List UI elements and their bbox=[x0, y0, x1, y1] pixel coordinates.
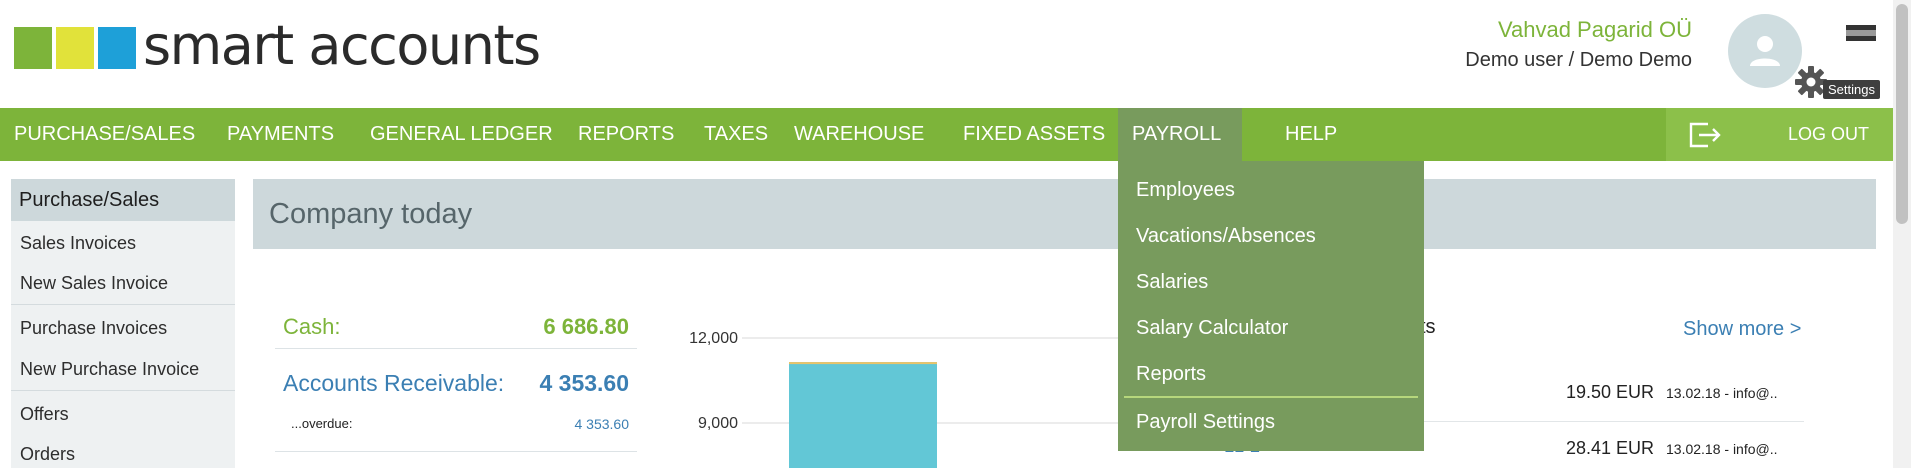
menu-item-vacations-absences[interactable]: Vacations/Absences bbox=[1136, 225, 1316, 247]
sidebar-item-orders[interactable]: Orders bbox=[20, 444, 76, 464]
menu-item-reports[interactable]: Reports bbox=[1136, 363, 1207, 385]
chart-bar-edge bbox=[789, 362, 937, 365]
main-nav: PURCHASE/SALES PAYMENTS GENERAL LEDGER R… bbox=[0, 108, 1893, 161]
overdue-label: ...overdue: bbox=[291, 416, 353, 431]
menu-divider bbox=[1124, 396, 1418, 398]
logout-button[interactable]: LOG OUT bbox=[1788, 124, 1870, 144]
invoice-amount: 28.41 EUR bbox=[1566, 438, 1655, 458]
logo-square-blue bbox=[98, 27, 136, 69]
user-icon bbox=[1750, 36, 1780, 66]
flag-icon[interactable] bbox=[1846, 25, 1876, 41]
nav-help[interactable]: HELP bbox=[1285, 123, 1338, 145]
sidebar-item-new-sales-invoice[interactable]: New Sales Invoice bbox=[20, 273, 169, 293]
nav-fixed-assets[interactable]: FIXED ASSETS bbox=[963, 123, 1106, 145]
sidebar-item-offers[interactable]: Offers bbox=[20, 404, 69, 424]
overdue-value[interactable]: 4 353.60 bbox=[574, 416, 630, 432]
nav-payroll[interactable]: PAYROLL bbox=[1118, 108, 1242, 161]
cash-label: Cash: bbox=[283, 314, 341, 339]
divider bbox=[275, 348, 637, 349]
settings-tooltip: Settings bbox=[1823, 80, 1880, 99]
sidebar-divider bbox=[11, 304, 235, 305]
nav-warehouse[interactable]: WAREHOUSE bbox=[794, 123, 925, 145]
nav-general-ledger[interactable]: GENERAL LEDGER bbox=[370, 123, 553, 145]
sidebar-divider bbox=[11, 390, 235, 391]
logo-square-green bbox=[14, 27, 52, 69]
accounts-receivable-value[interactable]: 4 353.60 bbox=[539, 370, 629, 396]
company-name[interactable]: Vahvad Pagarid OÜ bbox=[1497, 17, 1692, 42]
sidebar: Purchase/Sales Sales Invoices New Sales … bbox=[11, 179, 235, 468]
cash-chart: 12,000 9,000 bbox=[689, 330, 1120, 468]
sidebar-heading[interactable]: Purchase/Sales bbox=[11, 179, 235, 221]
page-title: Company today bbox=[269, 198, 473, 230]
accounts-receivable-label: Accounts Receivable: bbox=[283, 370, 505, 396]
y-tick-label: 12,000 bbox=[689, 330, 738, 347]
sidebar-item-sales-invoices[interactable]: Sales Invoices bbox=[20, 233, 137, 253]
y-tick-label: 9,000 bbox=[698, 415, 738, 432]
logo-wordmark: smart accounts bbox=[143, 14, 541, 77]
gear-icon[interactable] bbox=[1793, 64, 1829, 100]
user-line: Demo user / Demo Demo bbox=[1465, 49, 1692, 71]
nav-purchase-sales[interactable]: PURCHASE/SALES bbox=[14, 123, 196, 145]
row-divider bbox=[1224, 421, 1804, 422]
scrollbar-thumb[interactable] bbox=[1896, 4, 1908, 224]
invoice-amount: 19.50 EUR bbox=[1566, 382, 1655, 402]
avatar[interactable] bbox=[1728, 14, 1802, 88]
menu-item-employees[interactable]: Employees bbox=[1136, 179, 1235, 201]
show-more-link[interactable]: Show more > bbox=[1683, 318, 1802, 340]
sidebar-item-purchase-invoices[interactable]: Purchase Invoices bbox=[20, 318, 168, 338]
company-info: Vahvad Pagarid OÜ Demo user / Demo Demo bbox=[1465, 17, 1692, 72]
payroll-dropdown: Employees Vacations/Absences Salaries Sa… bbox=[1118, 161, 1424, 451]
cash-value[interactable]: 6 686.80 bbox=[543, 314, 629, 339]
invoice-meta[interactable]: 13.02.18 - info@.. bbox=[1666, 385, 1778, 401]
chart-bar[interactable] bbox=[789, 362, 937, 468]
menu-item-payroll-settings[interactable]: Payroll Settings bbox=[1136, 411, 1275, 433]
main-header: Company today bbox=[253, 179, 1876, 249]
nav-taxes[interactable]: TAXES bbox=[704, 123, 769, 145]
sidebar-item-new-purchase-invoice[interactable]: New Purchase Invoice bbox=[20, 359, 200, 379]
menu-item-salary-calculator[interactable]: Salary Calculator bbox=[1136, 317, 1289, 339]
nav-reports[interactable]: REPORTS bbox=[578, 123, 675, 145]
logo-square-yellow bbox=[56, 27, 94, 69]
logout-icon[interactable] bbox=[1688, 122, 1722, 148]
divider bbox=[275, 451, 637, 452]
invoice-meta[interactable]: 13.02.18 - info@.. bbox=[1666, 441, 1778, 457]
nav-payments[interactable]: PAYMENTS bbox=[227, 123, 335, 145]
logo[interactable]: smart accounts bbox=[14, 19, 541, 73]
menu-item-salaries[interactable]: Salaries bbox=[1136, 271, 1209, 293]
